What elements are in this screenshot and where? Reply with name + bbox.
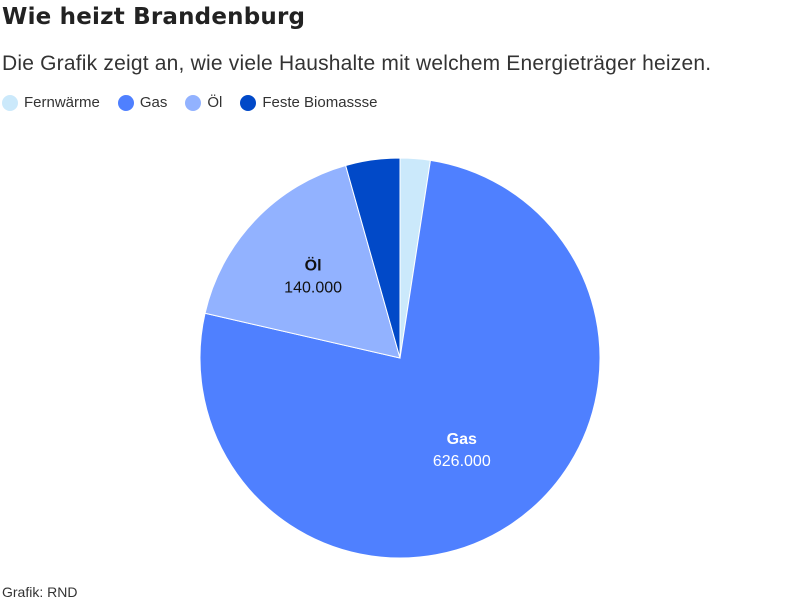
- slice-label-value-2: 140.000: [284, 279, 342, 296]
- pie-slice-2[interactable]: [204, 164, 401, 359]
- pie-slice-1[interactable]: [199, 159, 601, 559]
- chart-title: Wie heizt Brandenburg: [2, 4, 306, 30]
- legend-label-oel: Öl: [207, 94, 223, 111]
- legend-item-oel[interactable]: Öl: [185, 94, 222, 111]
- slice-label-value-1: 626.000: [433, 453, 491, 470]
- legend-label-fernwaerme: Fernwärme: [24, 94, 100, 111]
- legend-swatch-fernwaerme: [2, 94, 18, 111]
- legend-swatch-gas: [117, 94, 134, 111]
- legend-item-gas[interactable]: Gas: [117, 94, 168, 111]
- chart-subtitle: Die Grafik zeigt an, wie viele Haushalte…: [2, 52, 712, 75]
- legend-swatch-oel: [185, 94, 202, 111]
- source-note: Grafik: RND: [2, 584, 78, 600]
- slice-label-name-1: Gas: [447, 431, 477, 448]
- legend-swatch-biomasse: [240, 94, 257, 111]
- legend-item-biomasse[interactable]: Feste Biomassse: [240, 94, 377, 111]
- legend: Fernwärme Gas Öl Feste Biomassse: [2, 94, 377, 111]
- legend-label-biomasse: Feste Biomassse: [262, 94, 378, 111]
- legend-label-gas: Gas: [139, 94, 168, 111]
- legend-item-fernwaerme[interactable]: Fernwärme: [2, 94, 100, 111]
- pie-slice-3[interactable]: [345, 157, 401, 359]
- slice-label-name-2: Öl: [305, 255, 322, 274]
